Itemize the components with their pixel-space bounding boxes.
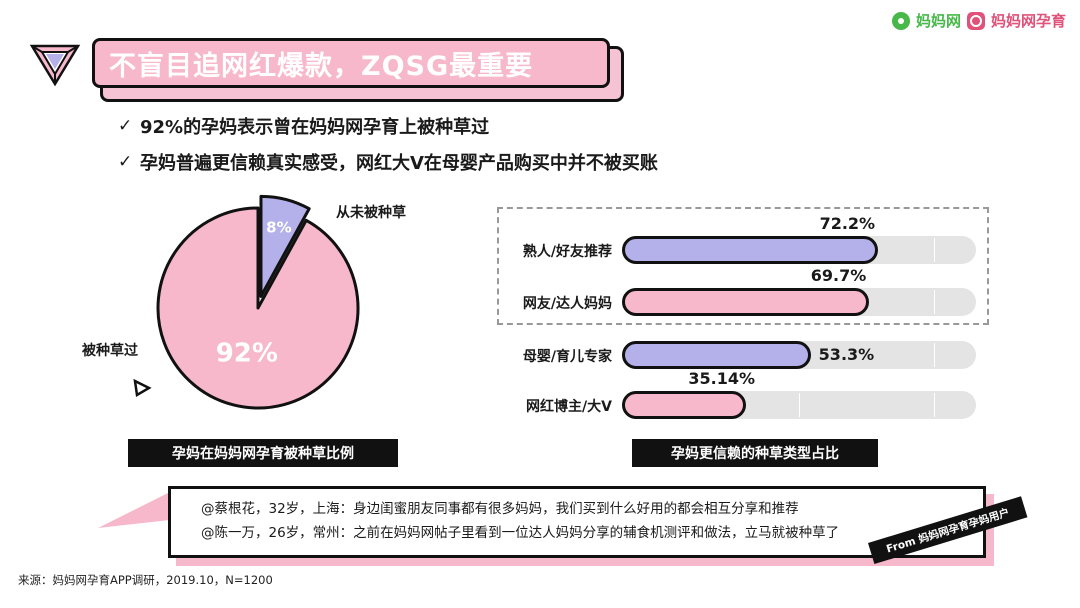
pie-legend-label-yes: 被种草过 (82, 343, 138, 359)
pie-value-label-yes: 92% (216, 339, 278, 369)
bar-value-label: 35.14% (688, 369, 756, 388)
title-banner: 不盲目追网红爆款，ZQSG最重要 (92, 38, 610, 88)
bar-category-label: 母婴/育儿专家 (522, 349, 612, 365)
bar-track-divider (933, 290, 935, 314)
bar-category-label: 网红博主/大V (526, 399, 612, 415)
pie-legend-label-never: 从未被种草 (336, 205, 406, 221)
pie-slice-yes (156, 206, 360, 410)
bar-category-label: 熟人/好友推荐 (522, 244, 612, 260)
bar-fill (622, 341, 811, 369)
quote-line: @蔡根花，32岁，上海：身边闺蜜朋友同事都有很多妈妈，我们买到什么好用的都会相互… (201, 501, 799, 517)
yunyu-app-icon (966, 11, 985, 30)
quote-box: @蔡根花，32岁，上海：身边闺蜜朋友同事都有很多妈妈，我们买到什么好用的都会相互… (168, 486, 986, 558)
brand-name-1: 妈妈网 (915, 12, 961, 30)
bar-value-label: 53.3% (818, 345, 875, 364)
bar-fill (622, 288, 869, 316)
pie-value-label-never: 8% (266, 219, 291, 237)
speech-tail (98, 492, 170, 528)
bar-value-label: 72.2% (819, 214, 876, 233)
page-title: 不盲目追网红爆款，ZQSG最重要 (109, 50, 534, 82)
bullet-list: ✓ 92%的孕妈表示曾在妈妈网孕育上被种草过 ✓ 孕妈普遍更信赖真实感受，网红大… (118, 113, 658, 185)
bullet-item: ✓ 孕妈普遍更信赖真实感受，网红大V在母婴产品购买中并不被买账 (118, 149, 658, 175)
bar-track-divider (933, 343, 935, 367)
small-triangle-icon (133, 378, 152, 398)
pie-chart-title: 孕妈在妈妈网孕育被种草比例 (128, 439, 398, 467)
bullet-text: 92%的孕妈表示曾在妈妈网孕育上被种草过 (140, 117, 490, 138)
highlight-dashed-box (497, 207, 989, 325)
bullet-text: 孕妈普遍更信赖真实感受，网红大V在母婴产品购买中并不被买账 (140, 153, 658, 174)
brand-logo: 妈妈网 妈妈网孕育 (891, 10, 1066, 31)
check-icon: ✓ (118, 152, 133, 172)
mamawang-logo-icon (891, 11, 910, 30)
bar-fill (622, 391, 747, 419)
bar-track-divider (933, 238, 935, 262)
triangle-decor-icon (29, 44, 81, 87)
bar-fill (622, 236, 878, 264)
bullet-item: ✓ 92%的孕妈表示曾在妈妈网孕育上被种草过 (118, 113, 658, 139)
bar-chart-title: 孕妈更信赖的种草类型占比 (632, 439, 878, 467)
brand-name-2: 妈妈网孕育 (990, 12, 1066, 30)
pie-slice-never (259, 194, 311, 298)
bar-track-divider (799, 393, 800, 417)
bar-track-divider (933, 393, 935, 417)
bar-value-label: 69.7% (810, 266, 867, 285)
bar-category-label: 网友/达人妈妈 (522, 296, 612, 312)
quote-line: @陈一万，26岁，常州：之前在妈妈网帖子里看到一位达人妈妈分享的辅食机测评和做法… (201, 525, 840, 541)
pie-chart: 92% 8% (156, 194, 360, 410)
check-icon: ✓ (118, 116, 133, 136)
source-note: 来源：妈妈网孕育APP调研，2019.10，N=1200 (18, 573, 273, 587)
